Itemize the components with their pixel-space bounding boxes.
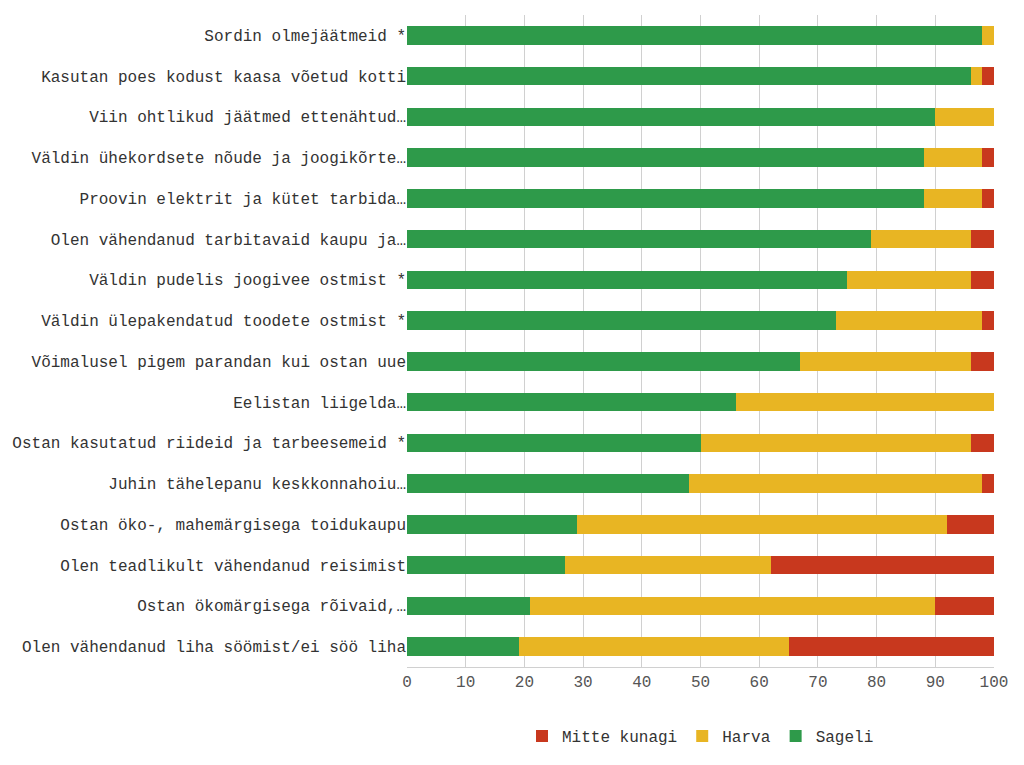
svg-text:30: 30 — [573, 674, 592, 692]
svg-text:Kasutan poes kodust kaasa võet: Kasutan poes kodust kaasa võetud kotti — [41, 69, 406, 87]
svg-text:Proovin elektrit ja kütet tarb: Proovin elektrit ja kütet tarbida… — [80, 191, 406, 209]
svg-text:50: 50 — [691, 674, 710, 692]
svg-text:Olen vähendanud tarbitavaid ka: Olen vähendanud tarbitavaid kaupu ja… — [51, 232, 406, 250]
svg-text:Olen vähendanud liha söömist/e: Olen vähendanud liha söömist/ei söö liha — [22, 639, 406, 657]
svg-text:80: 80 — [867, 674, 886, 692]
svg-text:Ostan öko-, mahemärgisega toid: Ostan öko-, mahemärgisega toidukaupu — [60, 517, 406, 535]
svg-text:Ostan kasutatud riideid ja tar: Ostan kasutatud riideid ja tarbeesemeid … — [12, 435, 406, 453]
svg-text:Ostan ökomärgisega rõivaid,…: Ostan ökomärgisega rõivaid,… — [137, 598, 406, 616]
svg-text:Võimalusel pigem parandan kui: Võimalusel pigem parandan kui ostan uue — [32, 354, 406, 372]
svg-text:20: 20 — [515, 674, 534, 692]
svg-text:Väldin ühekordsete nõude ja jo: Väldin ühekordsete nõude ja joogikõrte… — [32, 150, 406, 168]
svg-text:Viin ohtlikud jäätmed ettenäht: Viin ohtlikud jäätmed ettenähtud… — [89, 109, 406, 127]
svg-text:90: 90 — [926, 674, 945, 692]
svg-text:Väldin pudelis joogivee ostmis: Väldin pudelis joogivee ostmist * — [89, 272, 406, 290]
svg-text:40: 40 — [632, 674, 651, 692]
svg-text:Eelistan liigelda…: Eelistan liigelda… — [233, 395, 406, 413]
svg-text:Olen teadlikult vähendanud rei: Olen teadlikult vähendanud reisimist — [60, 558, 406, 576]
svg-text:Juhin tähelepanu keskkonnahoiu: Juhin tähelepanu keskkonnahoiu… — [108, 476, 406, 494]
svg-text:Sageli: Sageli — [816, 729, 874, 747]
svg-text:100: 100 — [980, 674, 1009, 692]
svg-text:0: 0 — [402, 674, 412, 692]
svg-text:60: 60 — [750, 674, 769, 692]
svg-text:Väldin ülepakendatud toodete o: Väldin ülepakendatud toodete ostmist * — [41, 313, 406, 331]
svg-text:Sordin olmejäätmeid *: Sordin olmejäätmeid * — [204, 28, 406, 46]
svg-text:70: 70 — [808, 674, 827, 692]
svg-text:10: 10 — [456, 674, 475, 692]
svg-text:Mitte kunagi: Mitte kunagi — [562, 729, 677, 747]
svg-text:Harva: Harva — [722, 729, 770, 747]
